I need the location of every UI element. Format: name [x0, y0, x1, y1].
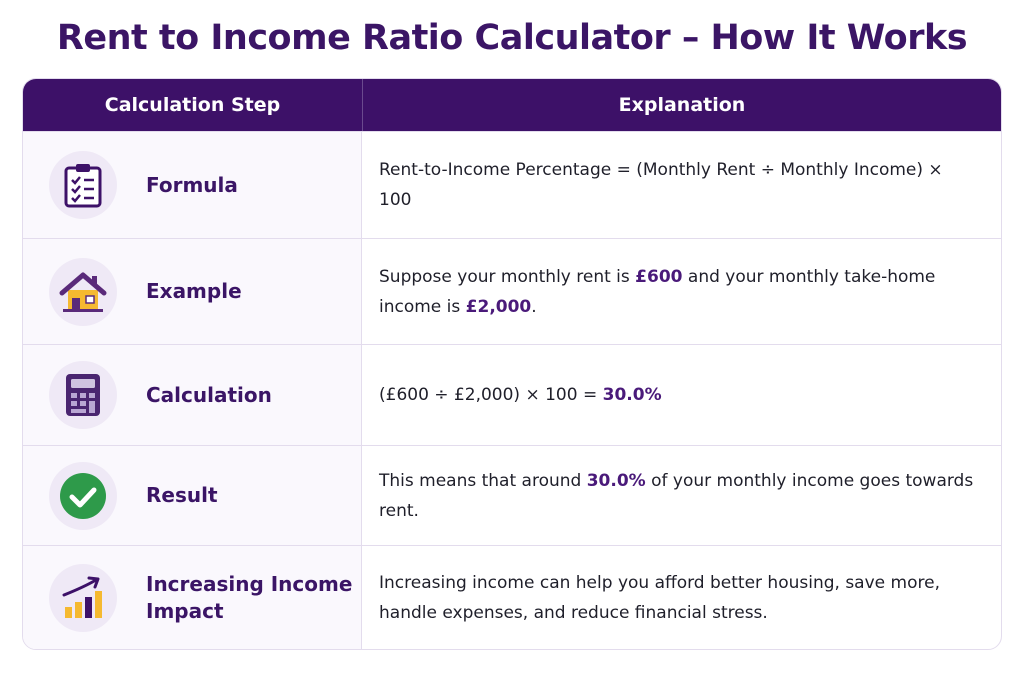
- icon-badge: [49, 151, 117, 219]
- explanation-part: and your monthly take-home income is: [379, 266, 936, 317]
- icon-badge: [49, 461, 117, 530]
- table-row: Increasing Income Impact Increasing inco…: [23, 545, 1001, 649]
- explanation-cell: (£600 ÷ £2,000) × 100 = 30.0%: [362, 345, 1001, 445]
- step-label: Increasing Income Impact: [146, 571, 353, 623]
- step-cell: Increasing Income Impact: [23, 546, 362, 649]
- table-header: Calculation Step Explanation: [23, 79, 1001, 131]
- table-row: Formula Rent-to-Income Percentage = (Mon…: [23, 131, 1001, 238]
- highlight-income: £2,000: [465, 296, 532, 317]
- explanation-text: Suppose your monthly rent is £600 and yo…: [379, 262, 979, 322]
- table-row: Result This means that around 30.0% of y…: [23, 445, 1001, 545]
- clipboard-checklist-icon: [64, 164, 102, 208]
- explanation-text: Increasing income can help you afford be…: [379, 572, 940, 623]
- explanation-part: Suppose your monthly rent is: [379, 266, 636, 287]
- step-label: Example: [146, 279, 242, 303]
- header-calculation-step: Calculation Step: [23, 79, 363, 131]
- explanation-cell: Rent-to-Income Percentage = (Monthly Ren…: [362, 132, 1001, 238]
- icon-badge: [49, 563, 117, 632]
- page-title: Rent to Income Ratio Calculator – How It…: [56, 18, 968, 58]
- step-label: Formula: [146, 172, 238, 197]
- explanation-part: This means that around: [379, 470, 587, 491]
- table-row: Example Suppose your monthly rent is £60…: [23, 238, 1001, 344]
- explanation-text: Rent-to-Income Percentage = (Monthly Ren…: [379, 160, 943, 210]
- explanation-part: of your monthly income goes towards rent…: [379, 470, 974, 521]
- explanation-cell: Increasing income can help you afford be…: [362, 546, 1001, 649]
- step-label: Calculation: [146, 382, 272, 407]
- step-cell: Formula: [23, 132, 362, 238]
- explanation-text: This means that around 30.0% of your mon…: [379, 466, 979, 526]
- explanation-cell: Suppose your monthly rent is £600 and yo…: [362, 239, 1001, 344]
- explanation-cell: This means that around 30.0% of your mon…: [362, 446, 1001, 545]
- highlight-result: 30.0%: [602, 385, 662, 405]
- explanation-text: (£600 ÷ £2,000) × 100 = 30.0%: [379, 380, 662, 410]
- step-cell: Calculation: [23, 345, 362, 445]
- icon-badge: [49, 361, 117, 429]
- step-cell: Example: [23, 239, 362, 344]
- steps-table: Calculation Step Explanation: [22, 78, 1002, 650]
- header-explanation: Explanation: [618, 94, 746, 116]
- house-icon: [59, 272, 107, 312]
- step-label: Result: [146, 483, 218, 507]
- explanation-part: (£600 ÷ £2,000) × 100 =: [379, 385, 603, 405]
- step-cell: Result: [23, 446, 362, 545]
- icon-badge: [49, 257, 117, 326]
- check-circle-icon: [60, 472, 106, 519]
- calculator-icon: [66, 374, 100, 416]
- growth-chart-icon: [62, 576, 102, 618]
- table-row: Calculation (£600 ÷ £2,000) × 100 = 30.0…: [23, 344, 1001, 445]
- highlight-percentage: 30.0%: [586, 470, 646, 491]
- highlight-rent: £600: [635, 266, 683, 287]
- explanation-part: .: [531, 296, 537, 317]
